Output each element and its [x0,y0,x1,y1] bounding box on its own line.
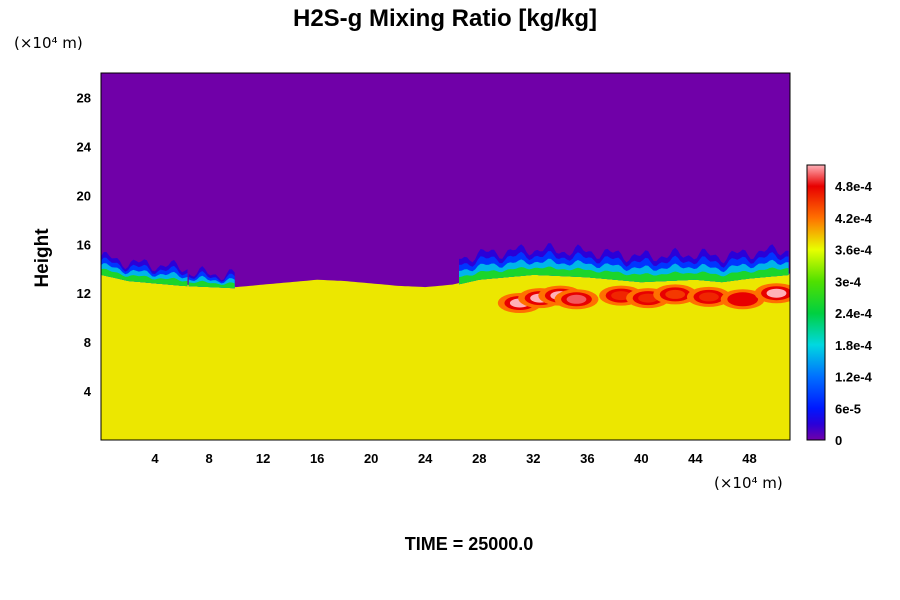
y-tick-label: 20 [77,188,91,203]
x-tick-label: 4 [151,451,159,466]
hotspot [611,291,631,301]
y-ticks: 4 8 12 16 20 24 28 [77,91,92,400]
x-tick-label: 12 [256,451,270,466]
colorbar-tick-label: 0 [835,433,842,448]
hotspot [732,294,753,304]
interface-fringe [101,243,789,289]
x-tick-label: 40 [634,451,648,466]
fringe-band [188,280,235,289]
colorbar-tick-label: 4.8e-4 [835,179,873,194]
x-tick-label: 48 [742,451,756,466]
fringe-band [101,268,188,287]
y-axis-label: Height [32,228,53,288]
hotspot [566,294,587,304]
y-tick-label: 28 [77,91,91,106]
y-tick-label: 24 [77,139,92,154]
y-tick-label: 12 [77,286,91,301]
y-tick-label: 16 [77,237,91,252]
time-label: TIME = 25000.0 [405,534,534,554]
colorbar-tick-label: 1.8e-4 [835,338,873,353]
x-ticks: 4 8 12 16 20 24 28 32 36 40 44 48 [151,451,756,466]
x-tick-label: 28 [472,451,486,466]
colorbar-tick-label: 3.6e-4 [835,243,873,258]
x-tick-label: 32 [526,451,540,466]
colorbar-tick-label: 3e-4 [835,274,862,289]
hotspot [766,288,787,298]
y-tick-label: 8 [84,335,91,350]
hotspot [638,293,658,303]
y-tick-label: 4 [84,384,92,399]
lower-field [101,273,790,440]
x-tick-label: 24 [418,451,433,466]
hotspot-layer [497,283,790,313]
x-tick-label: 20 [364,451,378,466]
colorbar-tick-label: 4.2e-4 [835,211,873,226]
colorbar-tick-label: 6e-5 [835,401,861,416]
hotspot [665,289,686,299]
chart-title: H2S-g Mixing Ratio [kg/kg] [293,5,597,32]
colorbar-tick-label: 1.2e-4 [835,370,873,385]
colorbar: 0 6e-5 1.2e-4 1.8e-4 2.4e-4 3e-4 3.6e-4 4.2e-4 4… [806,164,873,448]
x-tick-label: 36 [580,451,594,466]
colorbar-ticks: 0 6e-5 1.2e-4 1.8e-4 2.4e-4 3e-4 3.6e-4 4.2e-4 4… [835,179,873,448]
hotspot [699,292,719,302]
y-unit-label: (×10⁴ m) [14,34,83,52]
x-tick-label: 8 [205,451,212,466]
x-unit-label: (×10⁴ m) [714,474,783,492]
colorbar-gradient [806,164,826,441]
plot-frame [100,72,791,441]
fringe-band [459,266,789,285]
x-tick-label: 16 [310,451,324,466]
x-tick-label: 44 [688,451,703,466]
plot-area [101,73,790,440]
colorbar-tick-label: 2.4e-4 [835,306,873,321]
